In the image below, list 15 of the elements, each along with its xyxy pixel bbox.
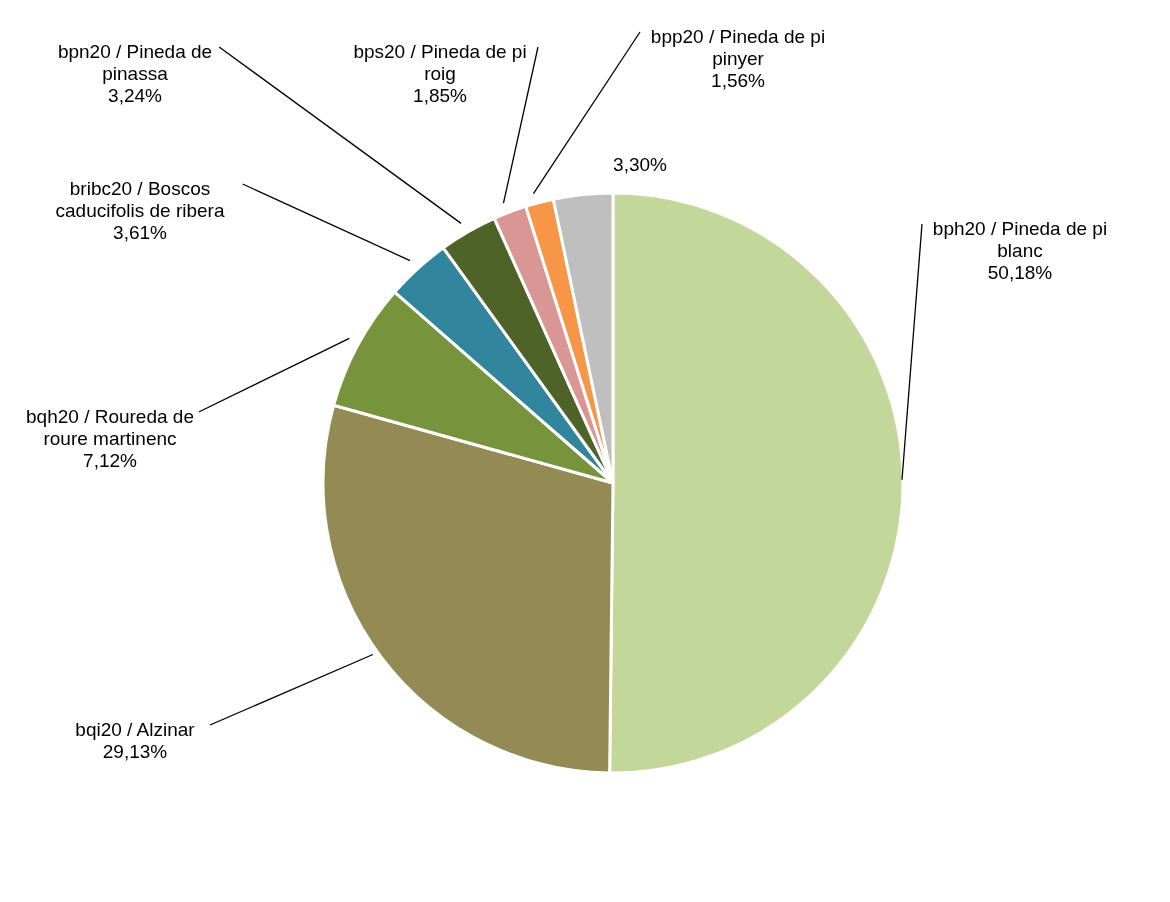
- slice-label: bribc20 / Boscos caducifolis de ribera: [55, 178, 225, 222]
- data-label: 3,30%: [613, 154, 668, 176]
- slice-label: bqi20 / Alzinar: [75, 719, 196, 741]
- data-label: 7,12%: [83, 450, 138, 472]
- data-label: 50,18%: [987, 262, 1053, 284]
- data-label: 1,56%: [711, 70, 766, 92]
- data-label: 3,61%: [113, 222, 168, 244]
- data-label: 29,13%: [102, 741, 168, 763]
- data-label: 3,24%: [108, 85, 163, 107]
- slice-label: bpp20 / Pineda de pi pinyer: [650, 26, 826, 70]
- slice-label: bps20 / Pineda de pi roig: [353, 41, 527, 85]
- data-label: 1,85%: [413, 85, 468, 107]
- slice-label: bph20 / Pineda de pi blanc: [932, 218, 1108, 262]
- slice-label: bqh20 / Roureda de roure martinenc: [26, 406, 194, 450]
- slice-label: bpn20 / Pineda de pinassa: [57, 41, 213, 85]
